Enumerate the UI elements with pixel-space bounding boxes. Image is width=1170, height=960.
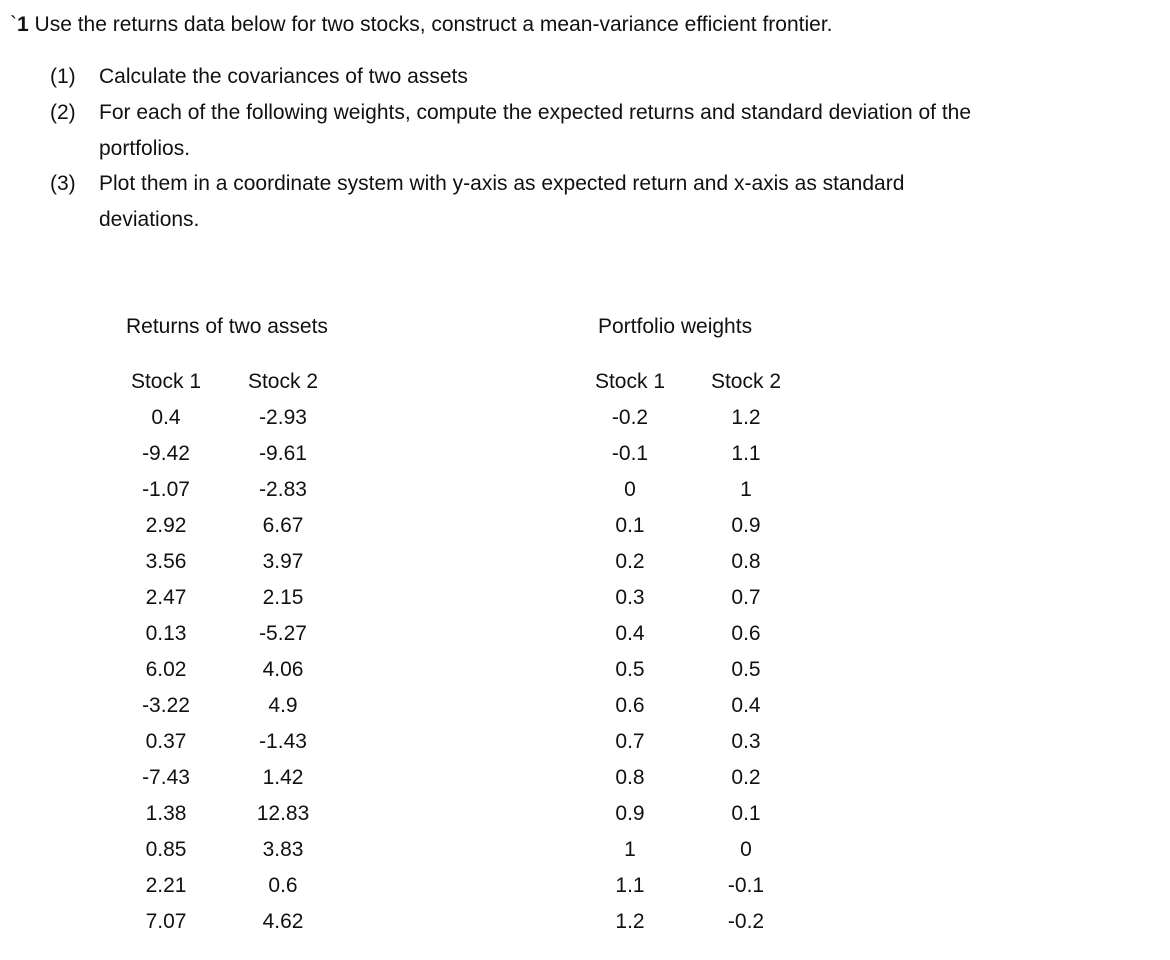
- table-cell: 0.5: [615, 658, 645, 681]
- table-cell: 0: [740, 838, 752, 861]
- table-cell: -1.07: [142, 478, 190, 501]
- table-cell: 6.02: [145, 658, 187, 681]
- task-number: (2): [50, 101, 76, 124]
- table-cell: -0.2: [611, 406, 649, 429]
- table-cell: 0.8: [615, 766, 645, 789]
- table-cell: 0.6: [615, 694, 645, 717]
- table-cell: 0.37: [145, 730, 187, 753]
- table-cell: 3.83: [262, 838, 304, 861]
- column-header: Stock 2: [710, 370, 782, 393]
- table-cell: 0.6: [731, 622, 761, 645]
- table-cell: 1.1: [731, 442, 761, 465]
- table-cell: 1.2: [731, 406, 761, 429]
- table-cell: -0.1: [611, 442, 649, 465]
- table-cell: 0.1: [615, 514, 645, 537]
- returns-table-title: Returns of two assets: [126, 315, 328, 338]
- table-cell: 0.2: [615, 550, 645, 573]
- table-cell: 0.4: [615, 622, 645, 645]
- task-text: Plot them in a coordinate system with y-…: [99, 172, 905, 195]
- question-number: 1: [17, 13, 29, 36]
- table-cell: 0.4: [151, 406, 181, 429]
- table-cell: 0.85: [145, 838, 187, 861]
- returns-stock2-column: Stock 2 -2.93 -9.61 -2.83 6.67 3.97 2.15 -5.27…: [238, 364, 328, 940]
- task-text: For each of the following weights, compu…: [99, 101, 972, 124]
- table-cell: 1.42: [262, 766, 304, 789]
- table-cell: -3.22: [142, 694, 190, 717]
- table-cell: -1.43: [259, 730, 307, 753]
- table-cell: 0.2: [731, 766, 761, 789]
- table-cell: 2.47: [145, 586, 187, 609]
- question-heading: `1 Use the returns data below for two st…: [10, 12, 833, 38]
- table-cell: 0.3: [731, 730, 761, 753]
- table-cell: -7.43: [142, 766, 190, 789]
- column-header: Stock 2: [247, 370, 319, 393]
- table-cell: -5.27: [259, 622, 307, 645]
- table-cell: -0.2: [727, 910, 765, 933]
- task-number: (1): [50, 65, 76, 88]
- table-cell: 1.38: [145, 802, 187, 825]
- table-cell: 0.7: [615, 730, 645, 753]
- table-cell: 3.56: [145, 550, 187, 573]
- table-cell: 2.15: [262, 586, 304, 609]
- table-cell: 1.2: [615, 910, 645, 933]
- table-cell: -9.61: [259, 442, 307, 465]
- table-cell: 6.67: [262, 514, 304, 537]
- table-cell: -2.93: [259, 406, 307, 429]
- table-cell: 4.62: [262, 910, 304, 933]
- table-cell: -9.42: [142, 442, 190, 465]
- table-cell: 1: [624, 838, 636, 861]
- table-cell: -0.1: [727, 874, 765, 897]
- task-item-3: (3) Plot them in a coordinate system with…: [50, 166, 904, 202]
- task-text-continuation: portfolios.: [99, 137, 191, 160]
- table-cell: 0.8: [731, 550, 761, 573]
- table-cell: 0.3: [615, 586, 645, 609]
- table-cell: 2.92: [145, 514, 187, 537]
- table-cell: 0.5: [731, 658, 761, 681]
- table-cell: 0: [624, 478, 636, 501]
- table-cell: 0.7: [731, 586, 761, 609]
- weights-stock1-column: Stock 1 -0.2 -0.1 0 0.1 0.2 0.3 0.4 0.5 0.6 0.7 0.…: [585, 364, 675, 940]
- table-cell: 0.13: [145, 622, 187, 645]
- table-cell: -2.83: [259, 478, 307, 501]
- table-cell: 0.4: [731, 694, 761, 717]
- table-cell: 2.21: [145, 874, 187, 897]
- question-prefix: `: [10, 13, 17, 36]
- returns-stock1-column: Stock 1 0.4 -9.42 -1.07 2.92 3.56 2.47 0.13 6.0…: [121, 364, 211, 940]
- column-header: Stock 1: [130, 370, 202, 393]
- table-cell: 0.9: [731, 514, 761, 537]
- table-cell: 0.6: [268, 874, 298, 897]
- table-cell: 1.1: [615, 874, 645, 897]
- column-header: Stock 1: [594, 370, 666, 393]
- table-cell: 0.1: [731, 802, 761, 825]
- question-text: Use the returns data below for two stock…: [28, 13, 833, 36]
- weights-stock2-column: Stock 2 1.2 1.1 1 0.9 0.8 0.7 0.6 0.5 0.4 0.3 0.2 0…: [701, 364, 791, 940]
- table-cell: 7.07: [145, 910, 187, 933]
- task-text-continuation: deviations.: [99, 208, 200, 231]
- table-cell: 0.9: [615, 802, 645, 825]
- task-item-1: (1) Calculate the covariances of two asse…: [50, 59, 468, 95]
- table-cell: 3.97: [262, 550, 304, 573]
- table-cell: 4.9: [268, 694, 298, 717]
- table-cell: 1: [740, 478, 752, 501]
- task-number: (3): [50, 172, 76, 195]
- task-text: Calculate the covariances of two assets: [99, 65, 468, 88]
- task-item-2: (2) For each of the following weights, co…: [50, 95, 971, 131]
- table-cell: 12.83: [256, 802, 310, 825]
- weights-table-title: Portfolio weights: [598, 315, 753, 338]
- table-cell: 4.06: [262, 658, 304, 681]
